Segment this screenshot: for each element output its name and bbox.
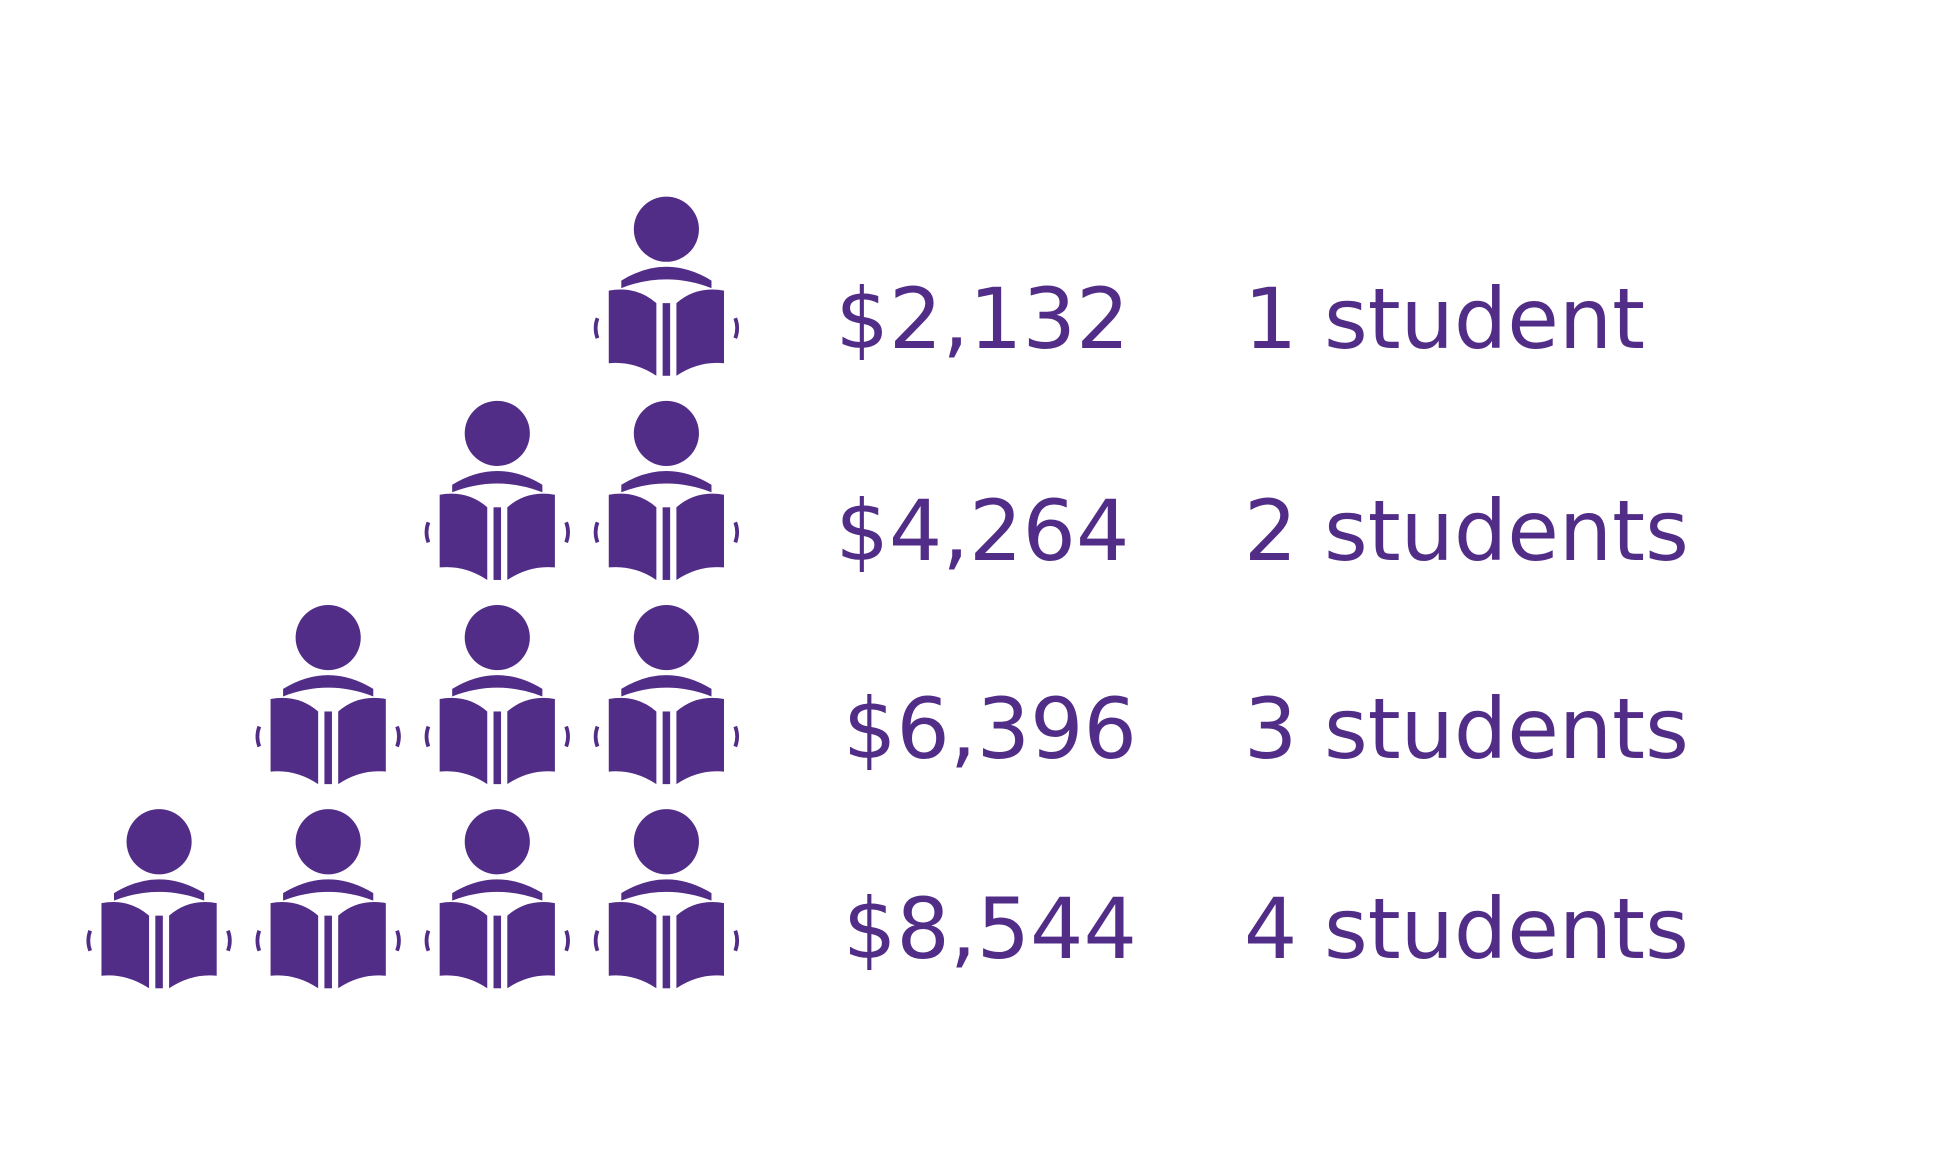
reader-icon [255, 807, 401, 991]
student-label: 2 students [1244, 482, 1689, 580]
student-label: 4 students [1244, 880, 1689, 978]
reader-icon [593, 194, 740, 378]
amount: $4,264 [835, 482, 1129, 580]
reader-icon [593, 398, 740, 582]
amount: $8,544 [843, 880, 1137, 978]
reader-icon [593, 807, 740, 991]
reader-icon [86, 807, 232, 991]
amount: $6,396 [843, 680, 1137, 778]
student-label: 3 students [1244, 680, 1689, 778]
reader-icon [255, 603, 401, 787]
reader-icon [424, 807, 570, 991]
reader-icon [593, 603, 740, 787]
icon-group [255, 603, 740, 787]
icon-group [593, 194, 740, 378]
content: $2,132 1 student $4,264 2 students $6,396 3 s… [86, 194, 1689, 991]
reader-icon [424, 603, 570, 787]
reader-icon [424, 398, 570, 582]
icon-group [424, 398, 740, 582]
icon-group [86, 807, 740, 991]
amount: $2,132 [835, 270, 1129, 368]
student-label: 1 student [1244, 270, 1645, 368]
